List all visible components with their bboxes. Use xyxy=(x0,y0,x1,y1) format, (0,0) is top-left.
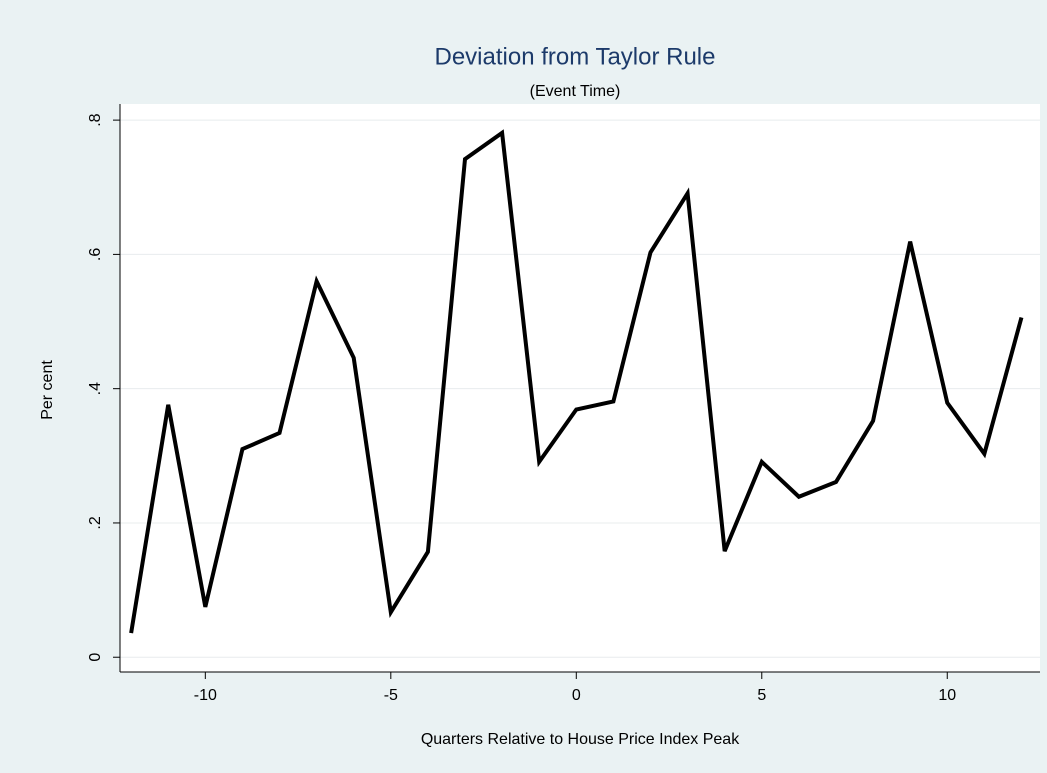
plot-area xyxy=(120,104,1040,672)
chart-subtitle: (Event Time) xyxy=(530,83,621,100)
chart-title: Deviation from Taylor Rule xyxy=(434,43,715,70)
x-tick-label: 10 xyxy=(938,687,956,704)
x-axis-label: Quarters Relative to House Price Index P… xyxy=(421,731,740,748)
y-tick-label: .6 xyxy=(87,248,104,261)
x-tick-label: -10 xyxy=(194,687,217,704)
y-tick-label: .2 xyxy=(87,516,104,529)
y-tick-label: .8 xyxy=(87,113,104,126)
x-tick-label: 0 xyxy=(572,687,581,704)
y-axis-label: Per cent xyxy=(39,360,56,420)
y-tick-label: 0 xyxy=(87,653,104,662)
y-tick-label: .4 xyxy=(87,382,104,395)
line-series xyxy=(129,129,1024,634)
x-tick-label: -5 xyxy=(384,687,398,704)
x-tick-label: 5 xyxy=(757,687,766,704)
